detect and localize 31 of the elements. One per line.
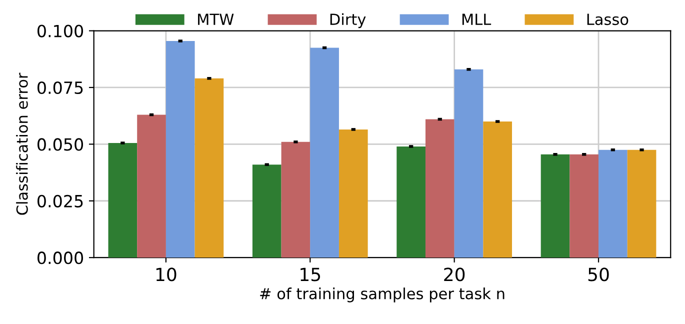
y-tick-label: 0.025	[38, 194, 83, 208]
legend-label: MLL	[462, 14, 492, 25]
bar	[338, 129, 368, 258]
y-tick-label: 0.050	[38, 138, 84, 151]
x-tick-label: 20	[444, 268, 465, 282]
x-tick-label: 10	[156, 268, 176, 282]
bar	[598, 150, 628, 258]
y-tick-label: 0.100	[38, 24, 84, 38]
bar	[310, 48, 339, 258]
bar	[252, 164, 282, 258]
bar	[540, 154, 570, 258]
bar	[627, 150, 656, 258]
bar	[281, 142, 310, 258]
y-tick-label: 0.075	[38, 81, 83, 94]
bar	[166, 40, 195, 258]
y-tick-label: 0.000	[38, 252, 84, 264]
bar	[570, 154, 599, 258]
y-axis-title: Classification error	[16, 72, 28, 215]
bar	[108, 143, 138, 258]
x-tick-label: 50	[588, 268, 609, 282]
x-axis-title: # of training samples per task n	[260, 288, 504, 302]
legend-label: Dirty	[330, 13, 366, 28]
bar	[483, 122, 512, 258]
bar	[137, 114, 166, 258]
bar	[425, 119, 454, 258]
legend-label: Lasso	[587, 14, 628, 26]
bar	[454, 69, 484, 258]
legend-label: MTW	[198, 14, 234, 25]
bar	[396, 146, 426, 258]
bar	[194, 78, 224, 258]
x-tick-label: 15	[300, 268, 320, 282]
